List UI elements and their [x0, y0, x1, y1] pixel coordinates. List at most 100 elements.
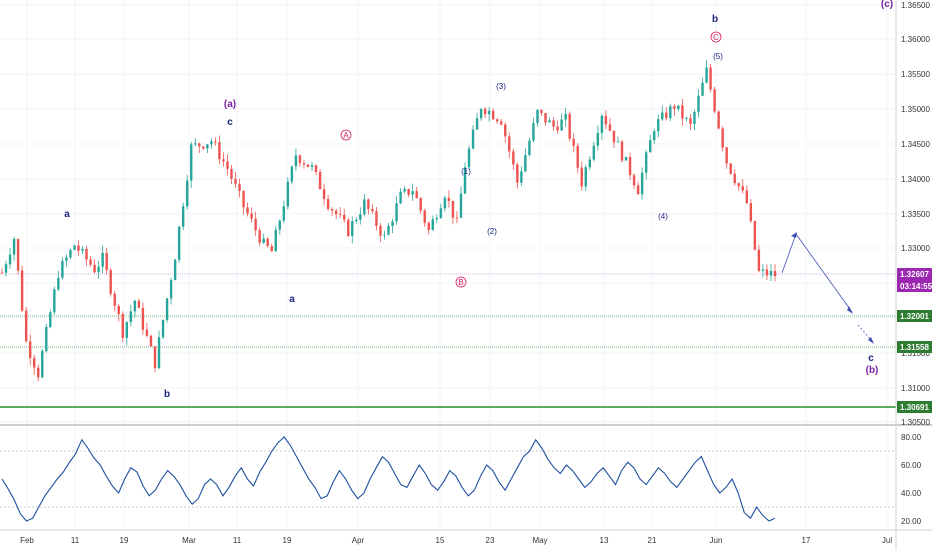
candle-body [661, 112, 664, 120]
candle-body [765, 269, 769, 276]
candle-body [338, 214, 342, 216]
candle-body [689, 118, 692, 125]
arrowhead-icon [847, 306, 853, 314]
candle-body [491, 110, 495, 120]
time-tick-label: Mar [182, 536, 196, 545]
candle-body [443, 197, 447, 209]
candle-body [733, 173, 736, 184]
time-tick-label: 23 [486, 536, 495, 545]
candle-body [177, 226, 181, 260]
candle-body [125, 321, 129, 338]
candle-body [379, 225, 382, 236]
candle-body [121, 314, 124, 338]
candle-body [500, 121, 503, 125]
wave-label: c [227, 117, 233, 128]
price-badge-label: 03:14:55 [900, 282, 932, 291]
candle-body [73, 245, 76, 250]
wave-label: A [343, 131, 349, 140]
candle-body [612, 130, 616, 143]
candle-body [600, 115, 604, 133]
candle-body [101, 252, 104, 267]
candle-body [266, 238, 269, 247]
candle-body [254, 218, 257, 231]
candle-body [628, 156, 632, 176]
candle-body [85, 248, 88, 260]
candle-body [314, 165, 318, 173]
candle-body [218, 142, 221, 160]
candle-body [310, 165, 314, 167]
candle-body [616, 141, 620, 143]
candle-body [347, 219, 350, 237]
candle-body [334, 210, 338, 215]
candle-body [214, 141, 217, 143]
candle-body [745, 190, 749, 204]
candle-body [483, 108, 487, 115]
candle-body [161, 319, 165, 338]
time-tick-label: May [532, 536, 547, 545]
candle-body [657, 119, 660, 132]
rsi-line [1, 436, 776, 522]
candle-body [713, 89, 716, 112]
wave-circle-marker [340, 129, 352, 141]
candle-body [206, 144, 209, 149]
candle-body [653, 131, 656, 141]
candle-body [705, 67, 708, 83]
candle-body [721, 128, 724, 148]
candle-body [729, 163, 732, 174]
candle-body [693, 111, 696, 125]
candle-body [496, 119, 499, 122]
wave-label: b [164, 389, 170, 400]
time-axis[interactable]: Feb 11 19 Mar 11 19 Apr 15 23 May 13 21 Jun 17 Jul [20, 536, 892, 545]
arrowhead-icon [868, 337, 874, 344]
candle-body [568, 113, 571, 139]
candle-body [222, 159, 225, 162]
price-tick-label: 1.33000 [901, 244, 930, 253]
candle-body [363, 199, 366, 215]
candle-body [61, 260, 64, 278]
candle-body [113, 293, 116, 307]
candle-body [455, 217, 459, 219]
candle-body [77, 245, 80, 251]
candle-body [24, 310, 28, 342]
candle-body [41, 351, 44, 378]
price-tick-label: 1.31500 [901, 349, 930, 358]
candle-body [528, 140, 531, 155]
candle-body [447, 197, 451, 201]
grid-lines [0, 0, 896, 530]
time-tick-label: 13 [600, 536, 609, 545]
candle-body [117, 306, 120, 315]
candle-body [479, 108, 483, 119]
candle-body [769, 270, 773, 276]
wave-label: c [868, 353, 874, 364]
candle-body [49, 312, 52, 327]
candle-body [544, 112, 547, 123]
candle-body [596, 132, 600, 146]
rsi-tick-label: 40.00 [901, 489, 922, 498]
candle-body [387, 226, 390, 235]
price-level-lines [0, 273, 896, 408]
price-badge [897, 341, 932, 353]
candle-body [33, 358, 36, 368]
price-badge-label: 1.32001 [900, 312, 929, 321]
candle-body [0, 272, 4, 274]
price-tick-label: 1.35000 [901, 105, 930, 114]
price-badge-label: 1.32607 [900, 270, 929, 279]
candle-body [761, 269, 765, 271]
rsi-axis[interactable]: 80.00 60.00 40.00 20.00 [901, 433, 922, 526]
candle-body [427, 222, 430, 231]
candle-body [677, 105, 680, 109]
candle-body [89, 259, 92, 265]
candle-body [669, 106, 672, 119]
wave-label: b [712, 14, 718, 25]
candle-body [475, 118, 479, 130]
candle-body [592, 145, 596, 160]
rsi-tick-label: 60.00 [901, 461, 922, 470]
candle-body [149, 335, 153, 347]
candle-body [701, 82, 704, 96]
wave-label: (3) [496, 82, 506, 91]
candle-body [431, 219, 434, 231]
candle-body [262, 238, 265, 243]
